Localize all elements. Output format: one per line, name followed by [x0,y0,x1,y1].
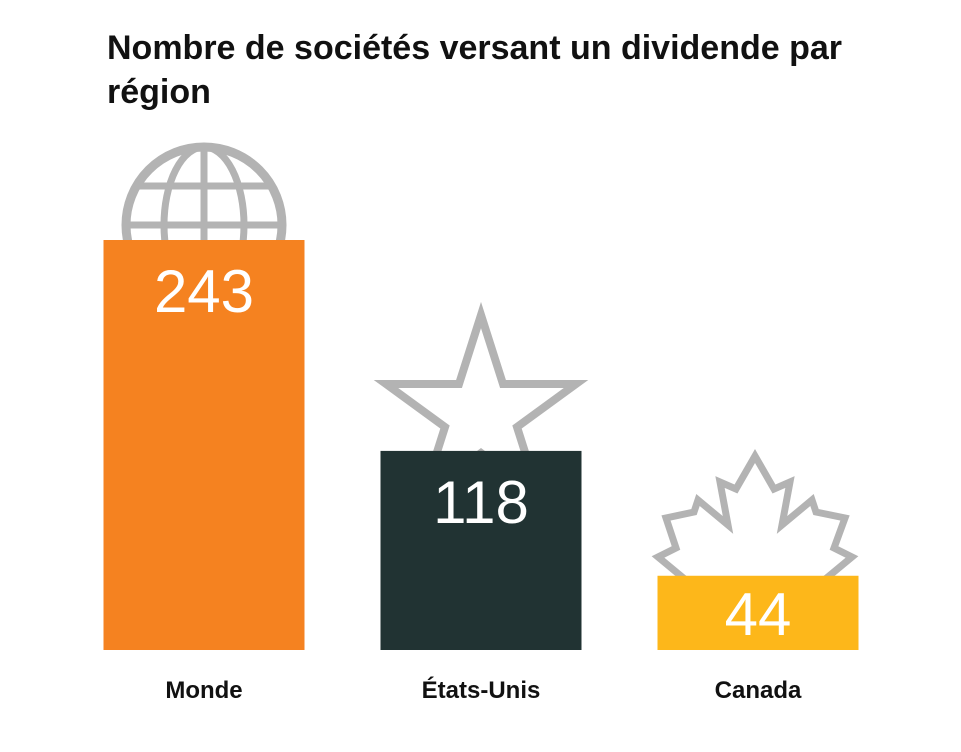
category-label-etats-unis: États-Unis [422,676,541,704]
chart-title: Nombre de sociétés versant un dividende … [107,29,843,111]
maple-leaf-icon [651,448,859,576]
star-icon [373,301,589,451]
value-label-canada: 44 [725,581,792,648]
globe-icon [121,142,287,240]
value-label-etats-unis: 118 [433,469,529,536]
category-label-canada: Canada [715,677,802,704]
value-label-monde: 243 [154,258,254,325]
bar-etats-unis [380,450,582,650]
bar-monde [103,240,305,650]
category-label-monde: Monde [165,677,242,704]
bar-canada [657,575,859,650]
